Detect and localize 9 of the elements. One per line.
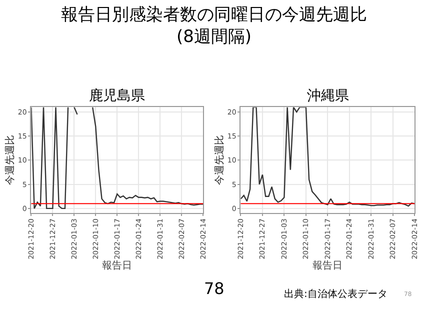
x-axis-title: 報告日 (102, 259, 132, 272)
chart-title: 沖縄県 (307, 88, 349, 104)
x-axis-title: 報告日 (312, 259, 343, 272)
text: 78 (204, 279, 224, 298)
y-axis-title: 今週先週比 (4, 135, 16, 185)
source-note: 出典:自治体公表データ (284, 288, 388, 300)
y-axis-title: 今週先週比 (213, 135, 226, 185)
chart-title: 鹿児島県 (89, 88, 145, 104)
text: 報告日別感染者数の同曜日の今週先週比 (8週間隔) (61, 5, 367, 48)
